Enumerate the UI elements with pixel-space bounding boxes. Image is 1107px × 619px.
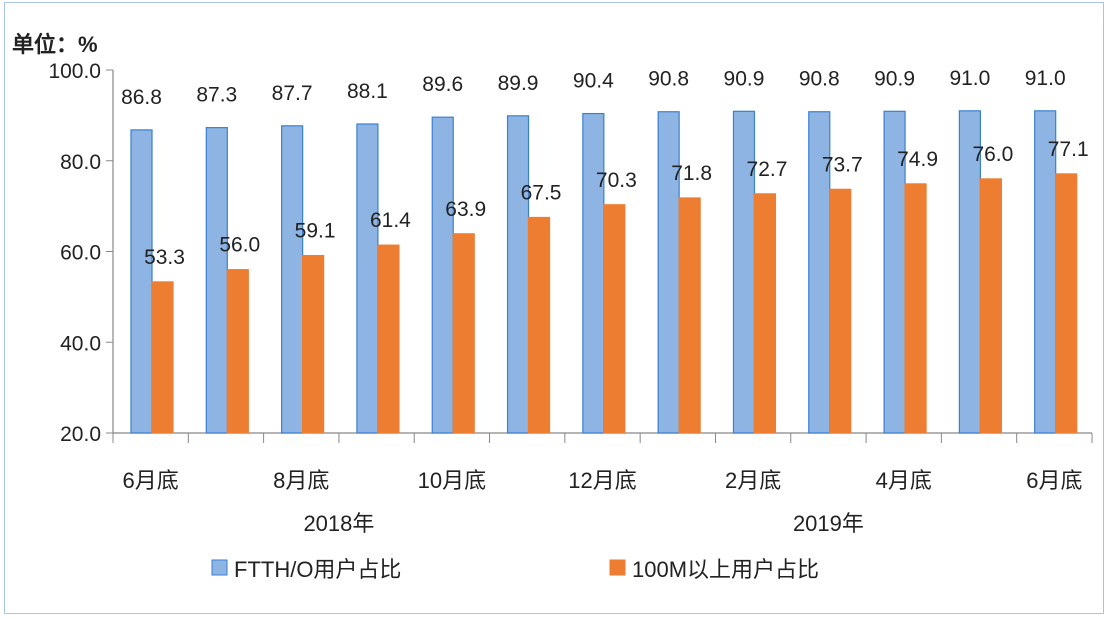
- ftth-bar: [205, 127, 228, 434]
- ftth-data-label: 90.9: [724, 67, 765, 90]
- 100m-bar: [979, 178, 1002, 434]
- 100m-data-label: 67.5: [521, 181, 562, 204]
- legend-label: FTTH/O用户占比: [234, 557, 401, 582]
- ftth-data-label: 87.7: [272, 82, 313, 105]
- 100m-data-label: 63.9: [445, 198, 486, 221]
- ftth-data-label: 90.8: [799, 68, 840, 91]
- 100m-data-label: 56.0: [219, 234, 260, 257]
- 100m-bar: [603, 204, 626, 434]
- 100m-data-label: 72.7: [747, 158, 788, 181]
- 100m-data-label: 53.3: [144, 246, 185, 269]
- 100m-bar: [1055, 173, 1078, 434]
- ftth-data-label: 90.8: [648, 68, 689, 91]
- ftth-bar: [582, 112, 605, 434]
- y-tick-label: 80.0: [60, 151, 101, 174]
- y-tick-label: 100.0: [48, 60, 101, 83]
- ftth-data-label: 89.9: [498, 72, 539, 95]
- ftth-data-label: 86.8: [121, 86, 162, 109]
- 100m-data-label: 77.1: [1048, 138, 1089, 161]
- y-tick-label: 40.0: [60, 332, 101, 355]
- 100m-data-label: 70.3: [596, 169, 637, 192]
- 100m-bar: [151, 281, 174, 434]
- x-tick-label: 2月底: [725, 468, 781, 493]
- 100m-bar: [753, 193, 777, 434]
- ftth-data-label: 88.1: [347, 80, 388, 103]
- 100m-data-label: 61.4: [370, 209, 411, 232]
- 100m-data-label: 71.8: [671, 162, 712, 185]
- ftth-data-label: 91.0: [1025, 67, 1066, 90]
- ftth-data-label: 91.0: [949, 67, 990, 90]
- 100m-bar: [829, 188, 852, 434]
- chart-frame: [4, 2, 1104, 614]
- 100m-data-label: 73.7: [822, 153, 863, 176]
- 100m-bar: [226, 269, 249, 434]
- ftth-bar: [356, 123, 379, 434]
- ftth-bar: [431, 116, 454, 434]
- legend-swatch-ftth: [211, 559, 228, 576]
- 100m-bar: [302, 254, 325, 434]
- x-tick-label: 10月底: [418, 468, 486, 493]
- unit-label: 单位：%: [12, 32, 98, 57]
- ftth-bar: [130, 129, 153, 434]
- ftth-data-label: 87.3: [196, 84, 237, 107]
- 100m-data-label: 59.1: [295, 220, 336, 243]
- 100m-data-label: 76.0: [972, 143, 1013, 166]
- ftth-data-label: 89.6: [422, 73, 463, 96]
- x-tick-label: 4月底: [876, 468, 932, 493]
- x-tick-label: 8月底: [273, 468, 329, 493]
- 100m-bar: [527, 216, 551, 434]
- ftth-bar: [506, 115, 530, 434]
- x-tick-label: 6月底: [123, 468, 179, 493]
- 100m-bar: [377, 244, 400, 434]
- x-tick-label: 6月底: [1026, 468, 1082, 493]
- year-label: 2018年: [303, 511, 374, 536]
- 100m-bar: [452, 233, 475, 434]
- 100m-bar: [904, 183, 927, 434]
- legend-label: 100M以上用户占比: [632, 557, 819, 582]
- 100m-bar: [678, 197, 701, 434]
- y-tick-label: 60.0: [60, 242, 101, 265]
- ftth-bar: [281, 125, 304, 434]
- year-label: 2019年: [793, 511, 864, 536]
- ftth-data-label: 90.9: [874, 67, 915, 90]
- ftth-data-label: 90.4: [573, 70, 614, 93]
- ftth-bar: [657, 111, 680, 434]
- x-tick-label: 12月底: [568, 468, 636, 493]
- legend-swatch-100m: [609, 559, 626, 576]
- 100m-data-label: 74.9: [897, 148, 938, 171]
- y-tick-label: 20.0: [60, 423, 101, 446]
